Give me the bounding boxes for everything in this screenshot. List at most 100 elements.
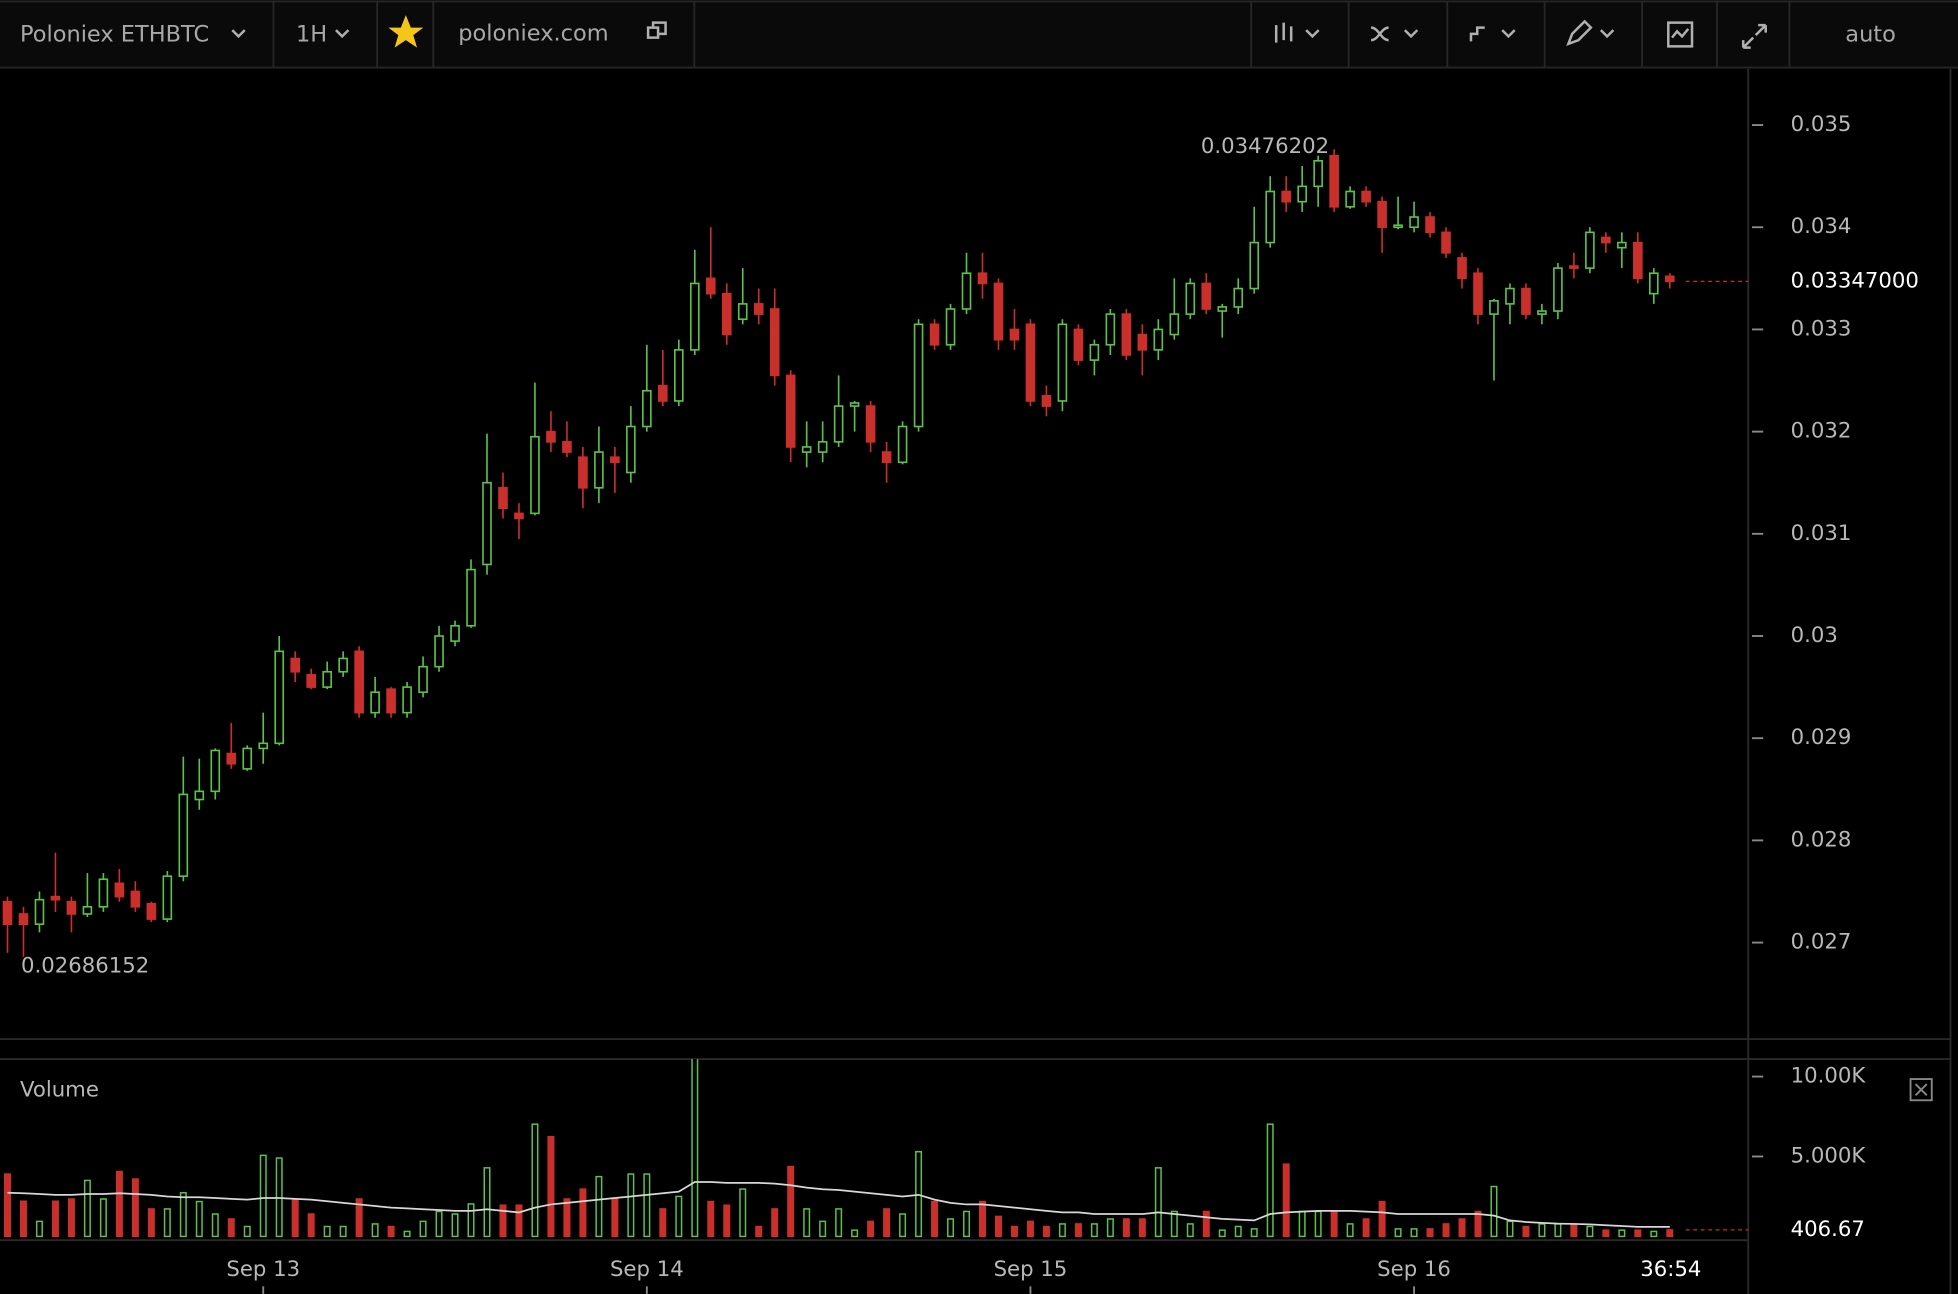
volume-bar xyxy=(595,1175,603,1238)
volume-bar xyxy=(1362,1218,1370,1238)
candle-body xyxy=(578,456,588,489)
candle-body xyxy=(1393,224,1403,229)
candle-body xyxy=(626,425,636,474)
candle-body xyxy=(146,902,157,920)
drawing-button[interactable] xyxy=(1566,19,1615,46)
compare-button[interactable] xyxy=(1469,26,1516,42)
volume-bar xyxy=(1298,1210,1306,1238)
candle-body xyxy=(1265,190,1276,244)
candle-body xyxy=(1569,265,1579,269)
volume-tick-label: 10.00K xyxy=(1791,1064,1867,1089)
volume-bar xyxy=(323,1225,331,1238)
volume-bar xyxy=(1106,1218,1114,1238)
volume-bar xyxy=(883,1208,891,1238)
candle-body xyxy=(642,389,652,428)
volume-bar xyxy=(1378,1200,1386,1238)
volume-bar xyxy=(707,1200,715,1238)
volume-ma-line xyxy=(7,1181,1670,1228)
candle-body xyxy=(977,272,988,285)
candle-body xyxy=(450,624,460,642)
volume-bar xyxy=(963,1210,971,1238)
volume-bar xyxy=(451,1213,459,1238)
candle-body xyxy=(338,657,348,673)
candle-body xyxy=(1025,323,1036,402)
candle-body xyxy=(498,487,508,510)
volume-bar xyxy=(67,1198,75,1238)
volume-bar xyxy=(1410,1228,1418,1238)
volume-bar xyxy=(659,1208,667,1238)
candle-body xyxy=(785,374,796,448)
volume-bar xyxy=(179,1192,187,1238)
volume-bar xyxy=(1266,1123,1274,1238)
symbol-button[interactable]: Poloniex ETHBTC xyxy=(20,22,246,48)
candle-body xyxy=(897,425,908,464)
volume-bar xyxy=(499,1204,507,1238)
y-tick-label: 0.028 xyxy=(1791,827,1852,852)
chart-type-button[interactable] xyxy=(1274,22,1320,43)
volume-bar xyxy=(83,1179,91,1238)
site-link[interactable]: poloniex.com xyxy=(458,20,608,46)
candle-body xyxy=(913,323,924,428)
chevron xyxy=(1305,29,1320,39)
interval[interactable]: 1H xyxy=(296,22,327,48)
candle-body xyxy=(1329,154,1339,208)
indicator-icon xyxy=(1370,26,1389,42)
candle-body xyxy=(1601,236,1611,244)
candle-body xyxy=(705,277,716,295)
candle-body xyxy=(290,657,301,673)
volume-bar xyxy=(1634,1229,1642,1238)
favorite-star[interactable] xyxy=(388,15,424,48)
volume-bar xyxy=(1186,1223,1194,1238)
candle-body xyxy=(210,749,221,793)
volume-bar xyxy=(1234,1225,1242,1238)
volume-bar xyxy=(163,1208,171,1238)
candle-body xyxy=(594,451,604,489)
volume-bar xyxy=(1138,1218,1146,1238)
close-volume[interactable] xyxy=(1909,1078,1933,1102)
candle-body xyxy=(961,272,972,310)
screenshot-button[interactable] xyxy=(1667,21,1694,48)
candle-body xyxy=(1505,287,1515,305)
candle-body xyxy=(769,308,780,377)
candle-body xyxy=(1553,267,1563,312)
candle-body xyxy=(881,451,892,464)
candle-body xyxy=(689,282,700,351)
candle-body xyxy=(1457,257,1467,280)
volume-bar xyxy=(51,1200,59,1238)
candle-body xyxy=(658,384,668,402)
scale-mode[interactable]: auto xyxy=(1845,22,1896,48)
volume-bar xyxy=(547,1135,555,1238)
volume-bar xyxy=(1058,1223,1066,1238)
candle-body xyxy=(817,441,828,453)
chevron xyxy=(231,29,246,39)
interval-button[interactable]: 1H xyxy=(296,22,350,48)
indicators-button[interactable] xyxy=(1370,26,1419,42)
volume-bar xyxy=(1202,1210,1210,1238)
copy-icon[interactable] xyxy=(646,21,667,39)
volume-bar xyxy=(243,1225,251,1238)
volume-bar xyxy=(1282,1163,1290,1238)
candle-body xyxy=(1233,287,1244,308)
volume-bar xyxy=(1346,1223,1354,1238)
x-tick-label: Sep 16 xyxy=(1377,1257,1451,1282)
pencil-icon xyxy=(1566,19,1593,46)
volume-bar xyxy=(1122,1218,1130,1238)
expand-icon xyxy=(1741,23,1767,49)
volume-bar xyxy=(355,1198,363,1238)
candle-body xyxy=(514,512,524,520)
volume-bar xyxy=(867,1220,875,1238)
frame-icon xyxy=(1667,21,1694,48)
symbol[interactable]: Poloniex ETHBTC xyxy=(20,22,209,48)
candle-body xyxy=(50,895,61,901)
candle-body xyxy=(1297,185,1307,203)
candle-body xyxy=(114,882,125,898)
volume-bar xyxy=(467,1203,475,1238)
volume-bar xyxy=(1490,1185,1498,1238)
y-tick-label: 0.034 xyxy=(1791,214,1852,239)
volume-bar xyxy=(115,1170,123,1238)
fullscreen-button[interactable] xyxy=(1741,23,1767,49)
step-icon xyxy=(1469,26,1485,42)
volume-bar xyxy=(35,1220,43,1238)
candle-body xyxy=(1473,272,1483,315)
candle-body xyxy=(801,446,812,453)
